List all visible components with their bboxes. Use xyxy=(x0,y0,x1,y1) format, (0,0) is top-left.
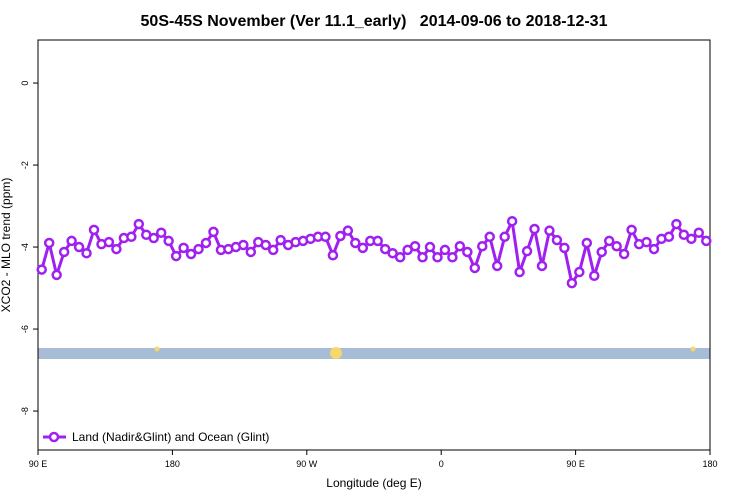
data-point xyxy=(611,240,622,252)
surface-band xyxy=(38,348,710,359)
data-point xyxy=(447,252,458,263)
y-tick-label: 0 xyxy=(20,81,30,86)
data-point xyxy=(372,235,383,247)
data-point xyxy=(701,235,712,247)
data-point xyxy=(66,235,77,247)
data-point xyxy=(648,243,660,255)
data-point xyxy=(432,252,443,263)
x-tick-label: 90 E xyxy=(566,459,585,469)
surface-spot xyxy=(154,346,160,352)
data-point xyxy=(73,241,85,253)
data-point xyxy=(148,232,159,244)
data-point xyxy=(678,229,690,240)
data-point xyxy=(686,233,697,245)
data-point xyxy=(275,234,286,246)
data-point xyxy=(357,242,369,254)
data-point xyxy=(551,234,563,246)
data-point xyxy=(626,224,637,236)
data-point xyxy=(454,240,466,252)
x-tick-label: 90 W xyxy=(296,459,318,469)
data-point xyxy=(350,237,361,249)
data-point xyxy=(581,237,593,249)
data-point xyxy=(260,239,271,251)
x-tick-label: 180 xyxy=(165,459,180,469)
data-point xyxy=(477,240,488,252)
legend-marker xyxy=(48,431,60,443)
data-point xyxy=(133,218,145,230)
surface-spot xyxy=(690,346,696,352)
data-point xyxy=(51,269,62,281)
surface-spot xyxy=(330,347,342,359)
legend-label: Land (Nadir&Glint) and Ocean (Glint) xyxy=(72,430,269,444)
data-point xyxy=(81,247,92,259)
data-point xyxy=(267,244,279,256)
plot-frame xyxy=(37,39,711,451)
data-point xyxy=(409,240,421,252)
data-point xyxy=(641,236,652,248)
data-point xyxy=(36,264,47,275)
data-point xyxy=(327,250,339,261)
data-point xyxy=(529,223,540,235)
data-point xyxy=(245,246,257,258)
data-point xyxy=(574,266,585,278)
data-point xyxy=(320,231,331,243)
y-tick-label: -8 xyxy=(20,407,30,415)
data-point xyxy=(88,224,100,236)
y-tick-label: -4 xyxy=(20,243,30,251)
data-point xyxy=(208,226,219,238)
data-point xyxy=(491,260,503,272)
data-point xyxy=(170,250,182,262)
data-point xyxy=(238,239,249,251)
data-point xyxy=(379,243,391,255)
x-tick-label: 90 E xyxy=(29,459,48,469)
data-point xyxy=(618,248,630,260)
data-point xyxy=(544,225,555,236)
data-point xyxy=(603,235,615,247)
y-tick-label: -2 xyxy=(20,161,30,169)
data-point xyxy=(589,270,600,281)
data-point xyxy=(439,244,451,256)
data-point xyxy=(693,227,705,238)
data-point xyxy=(417,252,428,263)
data-point xyxy=(193,243,204,255)
data-point xyxy=(521,245,533,257)
data-point xyxy=(424,241,436,253)
data-point xyxy=(43,237,55,249)
data-point xyxy=(58,246,70,258)
data-point xyxy=(111,243,122,255)
data-point xyxy=(185,248,197,260)
y-tick-label: -6 xyxy=(20,325,30,333)
y-axis-label: XCO2 - MLO trend (ppm) xyxy=(0,178,13,313)
data-point xyxy=(126,231,137,243)
data-point xyxy=(663,231,675,243)
x-tick-label: 180 xyxy=(702,459,717,469)
data-point xyxy=(499,231,510,243)
data-point xyxy=(484,231,495,243)
data-point xyxy=(596,246,607,258)
data-point xyxy=(469,262,481,274)
data-point xyxy=(536,260,548,272)
data-point xyxy=(559,242,570,254)
data-point xyxy=(387,247,398,259)
data-point xyxy=(200,237,212,249)
data-point xyxy=(462,246,473,258)
data-point xyxy=(335,230,346,242)
data-point xyxy=(155,227,167,238)
data-point xyxy=(178,242,189,254)
data-point xyxy=(514,266,525,278)
data-point xyxy=(671,218,682,230)
chart-title: 50S-45S November (Ver 11.1_early) 2014-0… xyxy=(141,13,608,30)
x-axis-label: Longitude (deg E) xyxy=(326,476,421,490)
data-point xyxy=(506,215,518,227)
data-point xyxy=(163,235,174,247)
data-point xyxy=(342,225,354,236)
x-tick-label: 0 xyxy=(439,459,444,469)
data-point xyxy=(103,236,115,248)
data-point xyxy=(394,252,406,263)
data-point xyxy=(566,277,578,289)
